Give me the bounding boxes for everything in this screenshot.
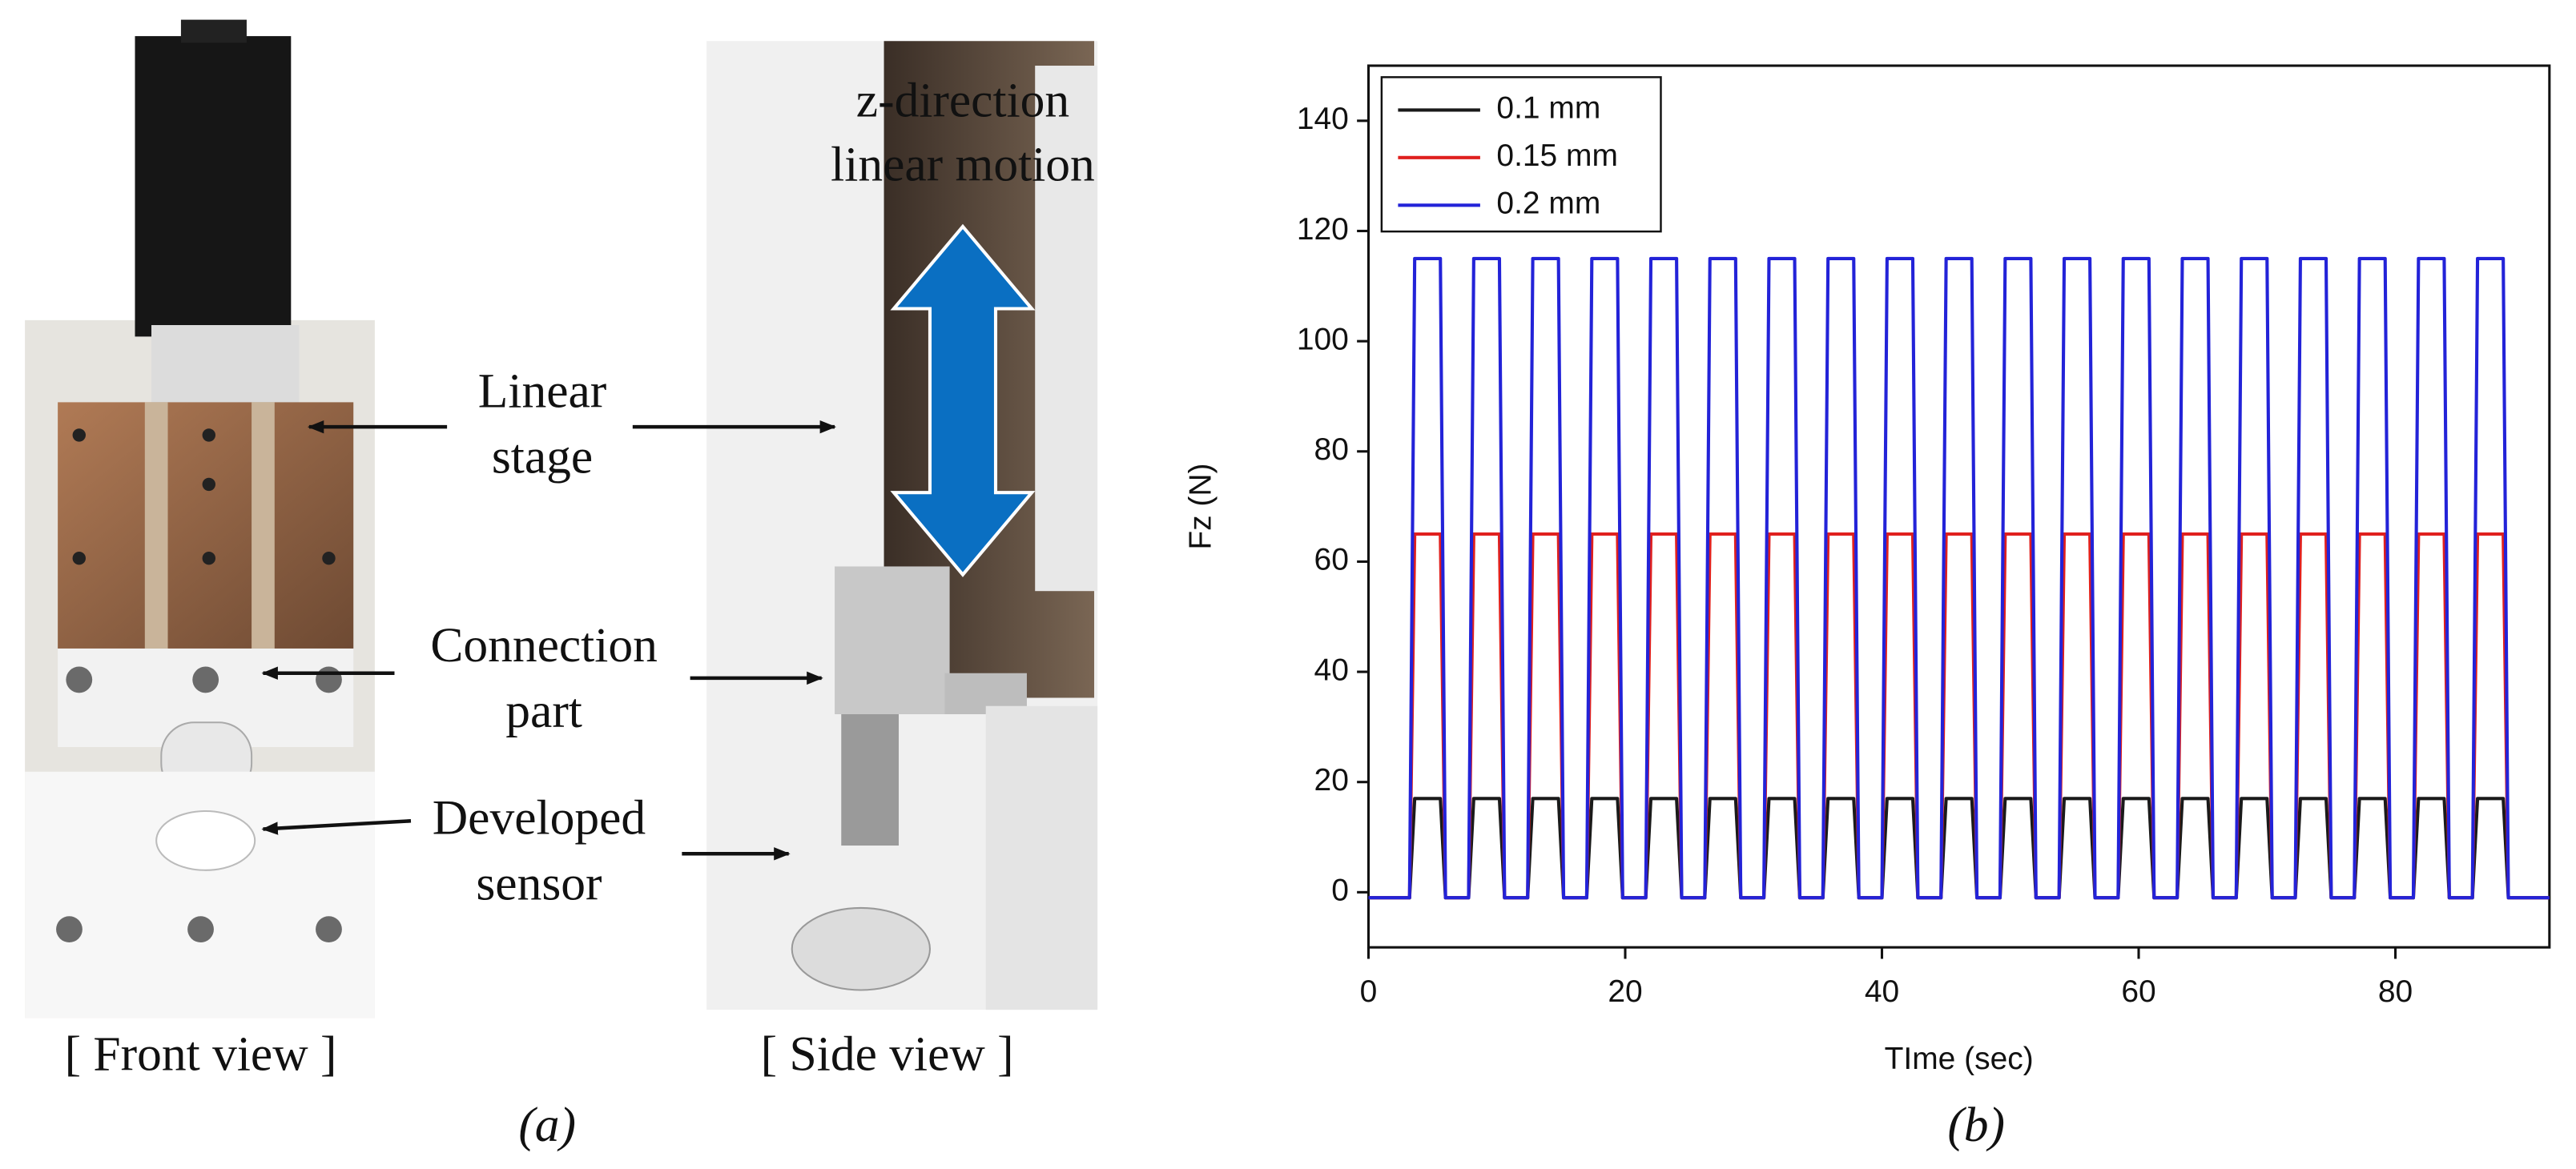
y-tick-label: 140 bbox=[1297, 102, 1349, 136]
legend-label: 0.1 mm bbox=[1496, 91, 1600, 126]
side-photo bbox=[706, 41, 1098, 1010]
y-tick-label: 100 bbox=[1297, 322, 1349, 356]
panel-label: (a) bbox=[518, 1098, 576, 1152]
label: sensor bbox=[476, 856, 602, 910]
front-photo bbox=[25, 19, 375, 1018]
y-tick-label: 20 bbox=[1314, 763, 1349, 797]
y-tick-label: 0 bbox=[1331, 874, 1349, 908]
caption: [ Front view ] bbox=[65, 1027, 337, 1082]
y-tick-label: 80 bbox=[1314, 432, 1349, 467]
data-line bbox=[1368, 532, 2550, 900]
x-tick-label: 60 bbox=[2121, 974, 2155, 1009]
x-tick-label: 40 bbox=[1865, 974, 1899, 1009]
legend-label: 0.15 mm bbox=[1496, 139, 1618, 173]
panel-label: (b) bbox=[1947, 1098, 2005, 1152]
label: part bbox=[505, 684, 582, 738]
y-tick-label: 40 bbox=[1314, 653, 1349, 687]
y-tick-label: 60 bbox=[1314, 543, 1349, 577]
data-line bbox=[1368, 256, 2550, 900]
y-tick-label: 120 bbox=[1297, 212, 1349, 247]
label: Connection bbox=[430, 618, 658, 673]
caption: [ Side view ] bbox=[761, 1027, 1014, 1082]
label: stage bbox=[492, 429, 593, 484]
plot-frame bbox=[1366, 64, 2551, 949]
label: Linear bbox=[478, 364, 606, 418]
data-line bbox=[1368, 797, 2550, 900]
annotation: z-direction bbox=[856, 73, 1069, 127]
arrows bbox=[261, 420, 837, 861]
x-tick-label: 0 bbox=[1360, 974, 1378, 1009]
y-axis-label: Fz (N) bbox=[1184, 464, 1218, 550]
legend-label: 0.2 mm bbox=[1496, 187, 1600, 221]
annotation: linear motion bbox=[831, 137, 1095, 191]
x-axis-label: TIme (sec) bbox=[1885, 1042, 2034, 1076]
label: Developed bbox=[433, 790, 646, 845]
x-tick-label: 20 bbox=[1608, 974, 1642, 1009]
x-tick-label: 80 bbox=[2378, 974, 2413, 1009]
chart: 0 20 40 60 80 100 120 140 0 20 40 60 80 TIme (sec) Fz … bbox=[1184, 64, 2551, 1076]
